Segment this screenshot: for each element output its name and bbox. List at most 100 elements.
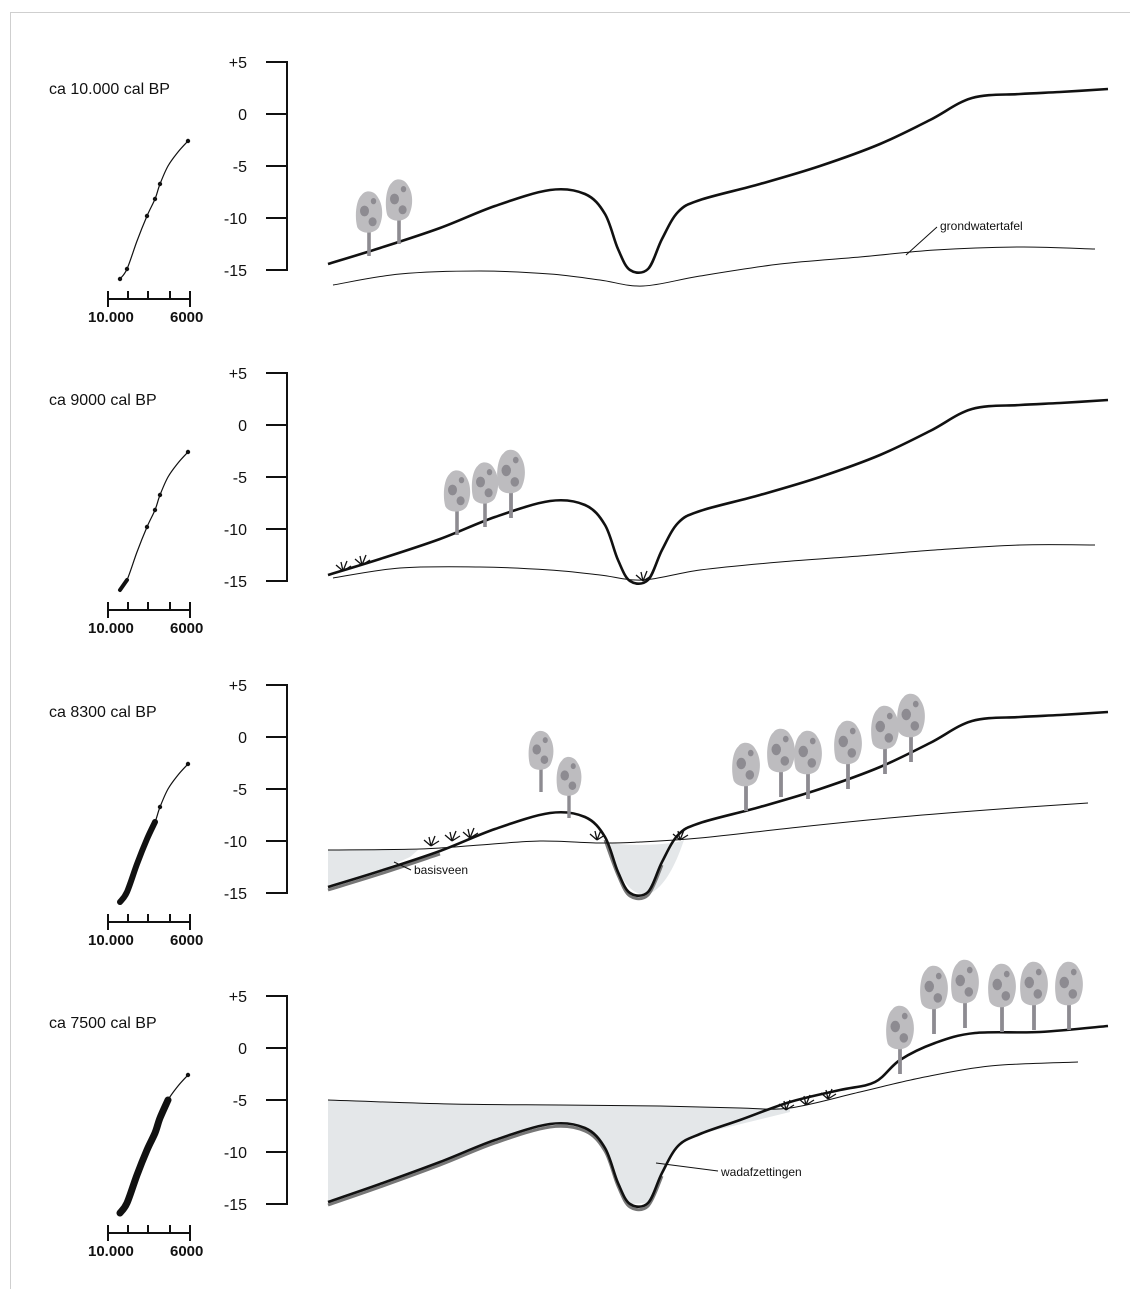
tree-trunk	[806, 770, 810, 799]
tree-trunk	[509, 489, 513, 518]
grass-blades	[589, 829, 606, 841]
grass-icon	[462, 827, 479, 839]
tree-icon	[528, 730, 554, 792]
tree-spot	[1024, 976, 1034, 989]
tree-spot	[966, 966, 973, 974]
tree-spot	[964, 987, 974, 997]
tree-spot	[849, 727, 856, 735]
mini-axis-right-label: 6000	[170, 1243, 203, 1260]
tree-spot	[1068, 989, 1078, 999]
sea-level-point	[157, 804, 163, 810]
axis-tick-label: -15	[224, 886, 247, 903]
tree-spot	[901, 708, 911, 721]
tree-spot	[935, 972, 942, 980]
sea-level-highlight	[118, 578, 129, 592]
tree-trunk	[397, 217, 401, 244]
panel-4: ca 7500 cal BP 10.000 6000 +5 0 -5 -10 -15 wadaf…	[49, 959, 1109, 1260]
tree-spot	[890, 1020, 900, 1033]
sea-level-point	[157, 492, 163, 498]
figure-frame	[10, 12, 1130, 1289]
tree-trunk	[932, 1005, 936, 1034]
mini-axis-left-label: 10.000	[88, 1243, 134, 1260]
tree-crown	[988, 963, 1016, 1008]
tree-spot	[1070, 968, 1077, 976]
sea-level-point	[185, 761, 191, 767]
tree-icon	[355, 191, 383, 256]
grass-blades	[462, 827, 479, 839]
grass-blades	[335, 560, 352, 572]
groundwater-line	[332, 246, 1096, 287]
panel-3: ca 8300 cal BP 10.000 6000 +5 0 -5 -10 -15 basis…	[49, 678, 1109, 949]
tree-trunk	[483, 500, 487, 527]
grass-blades	[820, 1088, 837, 1100]
axis-tick-label: -15	[224, 1197, 247, 1214]
tree-spot	[1035, 968, 1042, 976]
sea-level-line	[119, 140, 189, 280]
mini-axis-right-label: 6000	[170, 309, 203, 326]
tree-spot	[501, 464, 511, 477]
tree-crown	[897, 693, 925, 738]
groundwater-line	[327, 802, 1089, 851]
tree-crown	[355, 191, 383, 233]
tree-trunk	[898, 1045, 902, 1074]
panel-2: ca 9000 cal BP 10.000 6000 +5 0 -5 -10 -15	[49, 366, 1109, 637]
tree-trunk	[963, 999, 967, 1028]
tree-icon	[988, 963, 1016, 1032]
tree-icon	[834, 720, 862, 789]
tree-trunk	[779, 768, 783, 797]
tree-crown	[471, 462, 499, 504]
tree-icon	[1020, 961, 1048, 1030]
axis-tick-label: +5	[229, 55, 247, 72]
tree-trunk	[883, 745, 887, 774]
tree-spot	[390, 193, 399, 205]
terrain-profile	[327, 87, 1109, 274]
tree-spot	[570, 763, 576, 770]
grass-icon	[335, 560, 352, 572]
axis-tick-label: -15	[224, 263, 247, 280]
sea-level-point	[157, 181, 163, 187]
elevation-axis: +5 0 -5 -10 -15	[224, 366, 288, 591]
mini-axis-left-label: 10.000	[88, 620, 134, 637]
peat-base	[327, 852, 441, 892]
tree-spot	[560, 770, 569, 781]
wad-fill	[328, 1100, 790, 1204]
tree-spot	[1059, 976, 1069, 989]
sea-level-point	[152, 819, 158, 825]
tree-spot	[532, 744, 541, 755]
sea-level-curve: 10.000 6000	[88, 138, 203, 326]
tree-icon	[871, 705, 899, 774]
grass-icon	[820, 1088, 837, 1100]
axis-tick-label: +5	[229, 989, 247, 1006]
tree-crown	[951, 959, 979, 1004]
channel-base	[603, 839, 664, 901]
tree-icon	[732, 742, 760, 811]
grass-icon	[444, 830, 461, 842]
tree-spot	[771, 743, 781, 756]
period-label: ca 9000 cal BP	[49, 392, 157, 409]
tree-crown	[794, 730, 822, 775]
tree-spot	[747, 749, 754, 757]
tree-spot	[448, 484, 457, 496]
grass-icon	[778, 1099, 795, 1111]
sea-level-highlight	[116, 1096, 172, 1217]
tree-trunk	[1000, 1003, 1004, 1032]
tree-spot	[476, 476, 485, 488]
tree-spot	[875, 720, 885, 733]
grass-blades	[778, 1099, 795, 1111]
annotation-leader	[393, 861, 412, 871]
tree-spot	[924, 980, 934, 993]
tree-spot	[807, 758, 817, 768]
tree-spot	[886, 712, 893, 720]
tree-spot	[780, 756, 790, 766]
tree-spot	[899, 1033, 909, 1043]
tree-spot	[370, 197, 377, 205]
tree-spot	[568, 781, 577, 790]
axis-tick-label: -10	[224, 1145, 247, 1162]
panel-1: ca 10.000 cal BP 10.000 6000 +5 0 -5 -10 -15 gro…	[49, 55, 1109, 326]
tree-spot	[512, 456, 519, 464]
tree-crown	[871, 705, 899, 750]
elevation-axis: +5 0 -5 -10 -15	[224, 989, 288, 1214]
tree-spot	[798, 745, 808, 758]
grass-icon	[672, 829, 689, 841]
